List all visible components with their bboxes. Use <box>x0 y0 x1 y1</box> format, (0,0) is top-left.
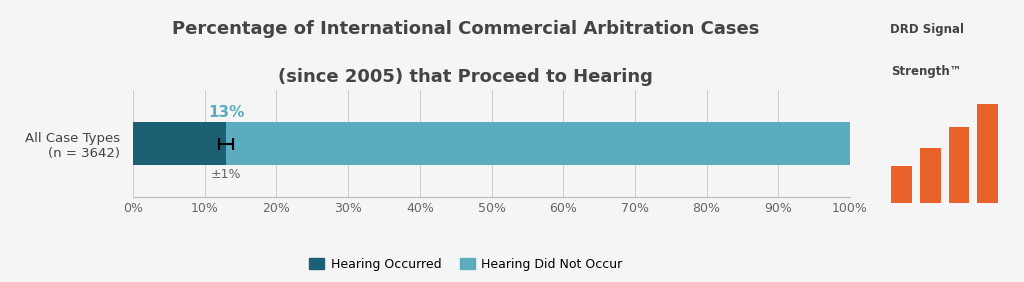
Text: 13%: 13% <box>208 105 245 120</box>
Text: ±1%: ±1% <box>211 168 242 181</box>
Bar <box>920 148 941 203</box>
Text: (since 2005) that Proceed to Hearing: (since 2005) that Proceed to Hearing <box>279 68 653 86</box>
Text: DRD Signal: DRD Signal <box>890 23 964 36</box>
Bar <box>948 127 970 203</box>
Legend: Hearing Occurred, Hearing Did Not Occur: Hearing Occurred, Hearing Did Not Occur <box>304 253 628 276</box>
Text: Strength™: Strength™ <box>892 65 962 78</box>
Bar <box>891 166 912 203</box>
Bar <box>226 122 850 165</box>
Bar <box>977 104 998 203</box>
Text: Percentage of International Commercial Arbitration Cases: Percentage of International Commercial A… <box>172 20 760 38</box>
Bar <box>133 122 226 165</box>
